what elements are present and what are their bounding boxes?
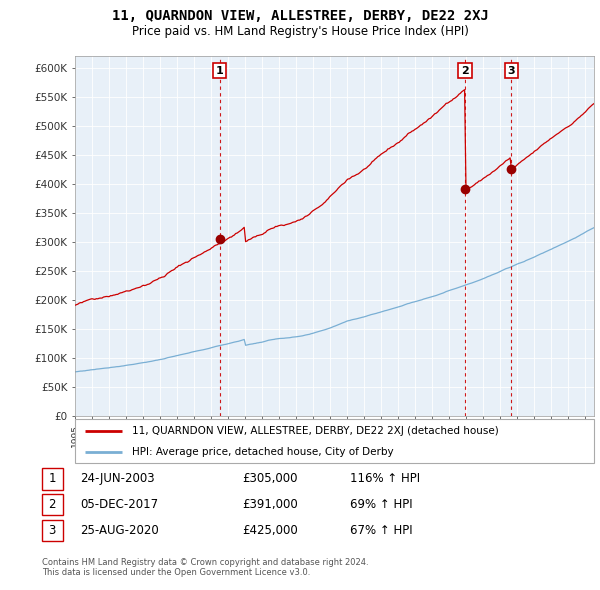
Text: HPI: Average price, detached house, City of Derby: HPI: Average price, detached house, City…	[132, 447, 394, 457]
Text: 11, QUARNDON VIEW, ALLESTREE, DERBY, DE22 2XJ (detached house): 11, QUARNDON VIEW, ALLESTREE, DERBY, DE2…	[132, 427, 499, 436]
Text: 2: 2	[461, 65, 469, 76]
Text: 67% ↑ HPI: 67% ↑ HPI	[350, 524, 412, 537]
Text: 24-JUN-2003: 24-JUN-2003	[80, 473, 154, 486]
Text: £391,000: £391,000	[242, 498, 298, 511]
Text: 1: 1	[216, 65, 224, 76]
Text: 3: 3	[49, 524, 56, 537]
Text: This data is licensed under the Open Government Licence v3.0.: This data is licensed under the Open Gov…	[42, 568, 310, 576]
Text: 05-DEC-2017: 05-DEC-2017	[80, 498, 158, 511]
Bar	[42, 494, 62, 515]
Bar	[42, 468, 62, 490]
Text: 11, QUARNDON VIEW, ALLESTREE, DERBY, DE22 2XJ: 11, QUARNDON VIEW, ALLESTREE, DERBY, DE2…	[112, 9, 488, 23]
Text: 2: 2	[49, 498, 56, 511]
Text: £305,000: £305,000	[242, 473, 298, 486]
Text: Price paid vs. HM Land Registry's House Price Index (HPI): Price paid vs. HM Land Registry's House …	[131, 25, 469, 38]
Text: 3: 3	[508, 65, 515, 76]
Text: £425,000: £425,000	[242, 524, 298, 537]
Text: 25-AUG-2020: 25-AUG-2020	[80, 524, 158, 537]
Text: Contains HM Land Registry data © Crown copyright and database right 2024.: Contains HM Land Registry data © Crown c…	[42, 558, 368, 566]
Bar	[42, 520, 62, 541]
Text: 116% ↑ HPI: 116% ↑ HPI	[350, 473, 420, 486]
Text: 1: 1	[49, 473, 56, 486]
Text: 69% ↑ HPI: 69% ↑ HPI	[350, 498, 412, 511]
